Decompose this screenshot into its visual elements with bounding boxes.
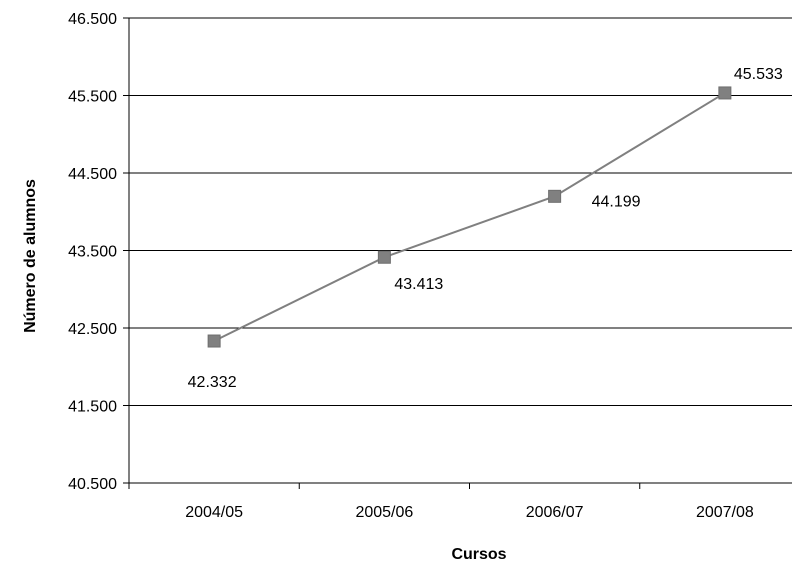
x-axis-title: Cursos [451,546,506,562]
y-tick-label: 44.500 [68,166,117,183]
data-label: 42.332 [188,374,237,391]
y-axis-title: Número de alumnos [22,179,39,333]
x-tick-label: 2005/06 [355,504,413,521]
y-tick-label: 40.500 [68,476,117,493]
grid-layer [129,17,792,484]
axis-layer: 40.500 41.500 42.500 43.500 44.500 45.500 46.5… [68,11,754,521]
data-point-marker [377,250,391,264]
x-tick-label: 2004/05 [185,504,243,521]
data-point-marker [718,86,732,100]
y-tick-label: 46.500 [68,11,117,28]
y-tick-label: 41.500 [68,399,117,416]
label-layer: 42.332 43.413 44.199 45.533 [188,66,783,391]
data-label: 43.413 [394,276,443,293]
y-tick-label: 45.500 [68,89,117,106]
series-layer [207,86,732,348]
data-label: 45.533 [734,66,783,83]
series-line [213,92,726,342]
y-tick-label: 42.500 [68,321,117,338]
data-label: 44.199 [592,193,641,210]
x-tick-label: 2007/08 [696,504,754,521]
data-point-marker [207,334,221,348]
y-tick-label: 43.500 [68,244,117,261]
x-tick-label: 2006/07 [526,504,584,521]
data-point-marker [548,189,562,203]
